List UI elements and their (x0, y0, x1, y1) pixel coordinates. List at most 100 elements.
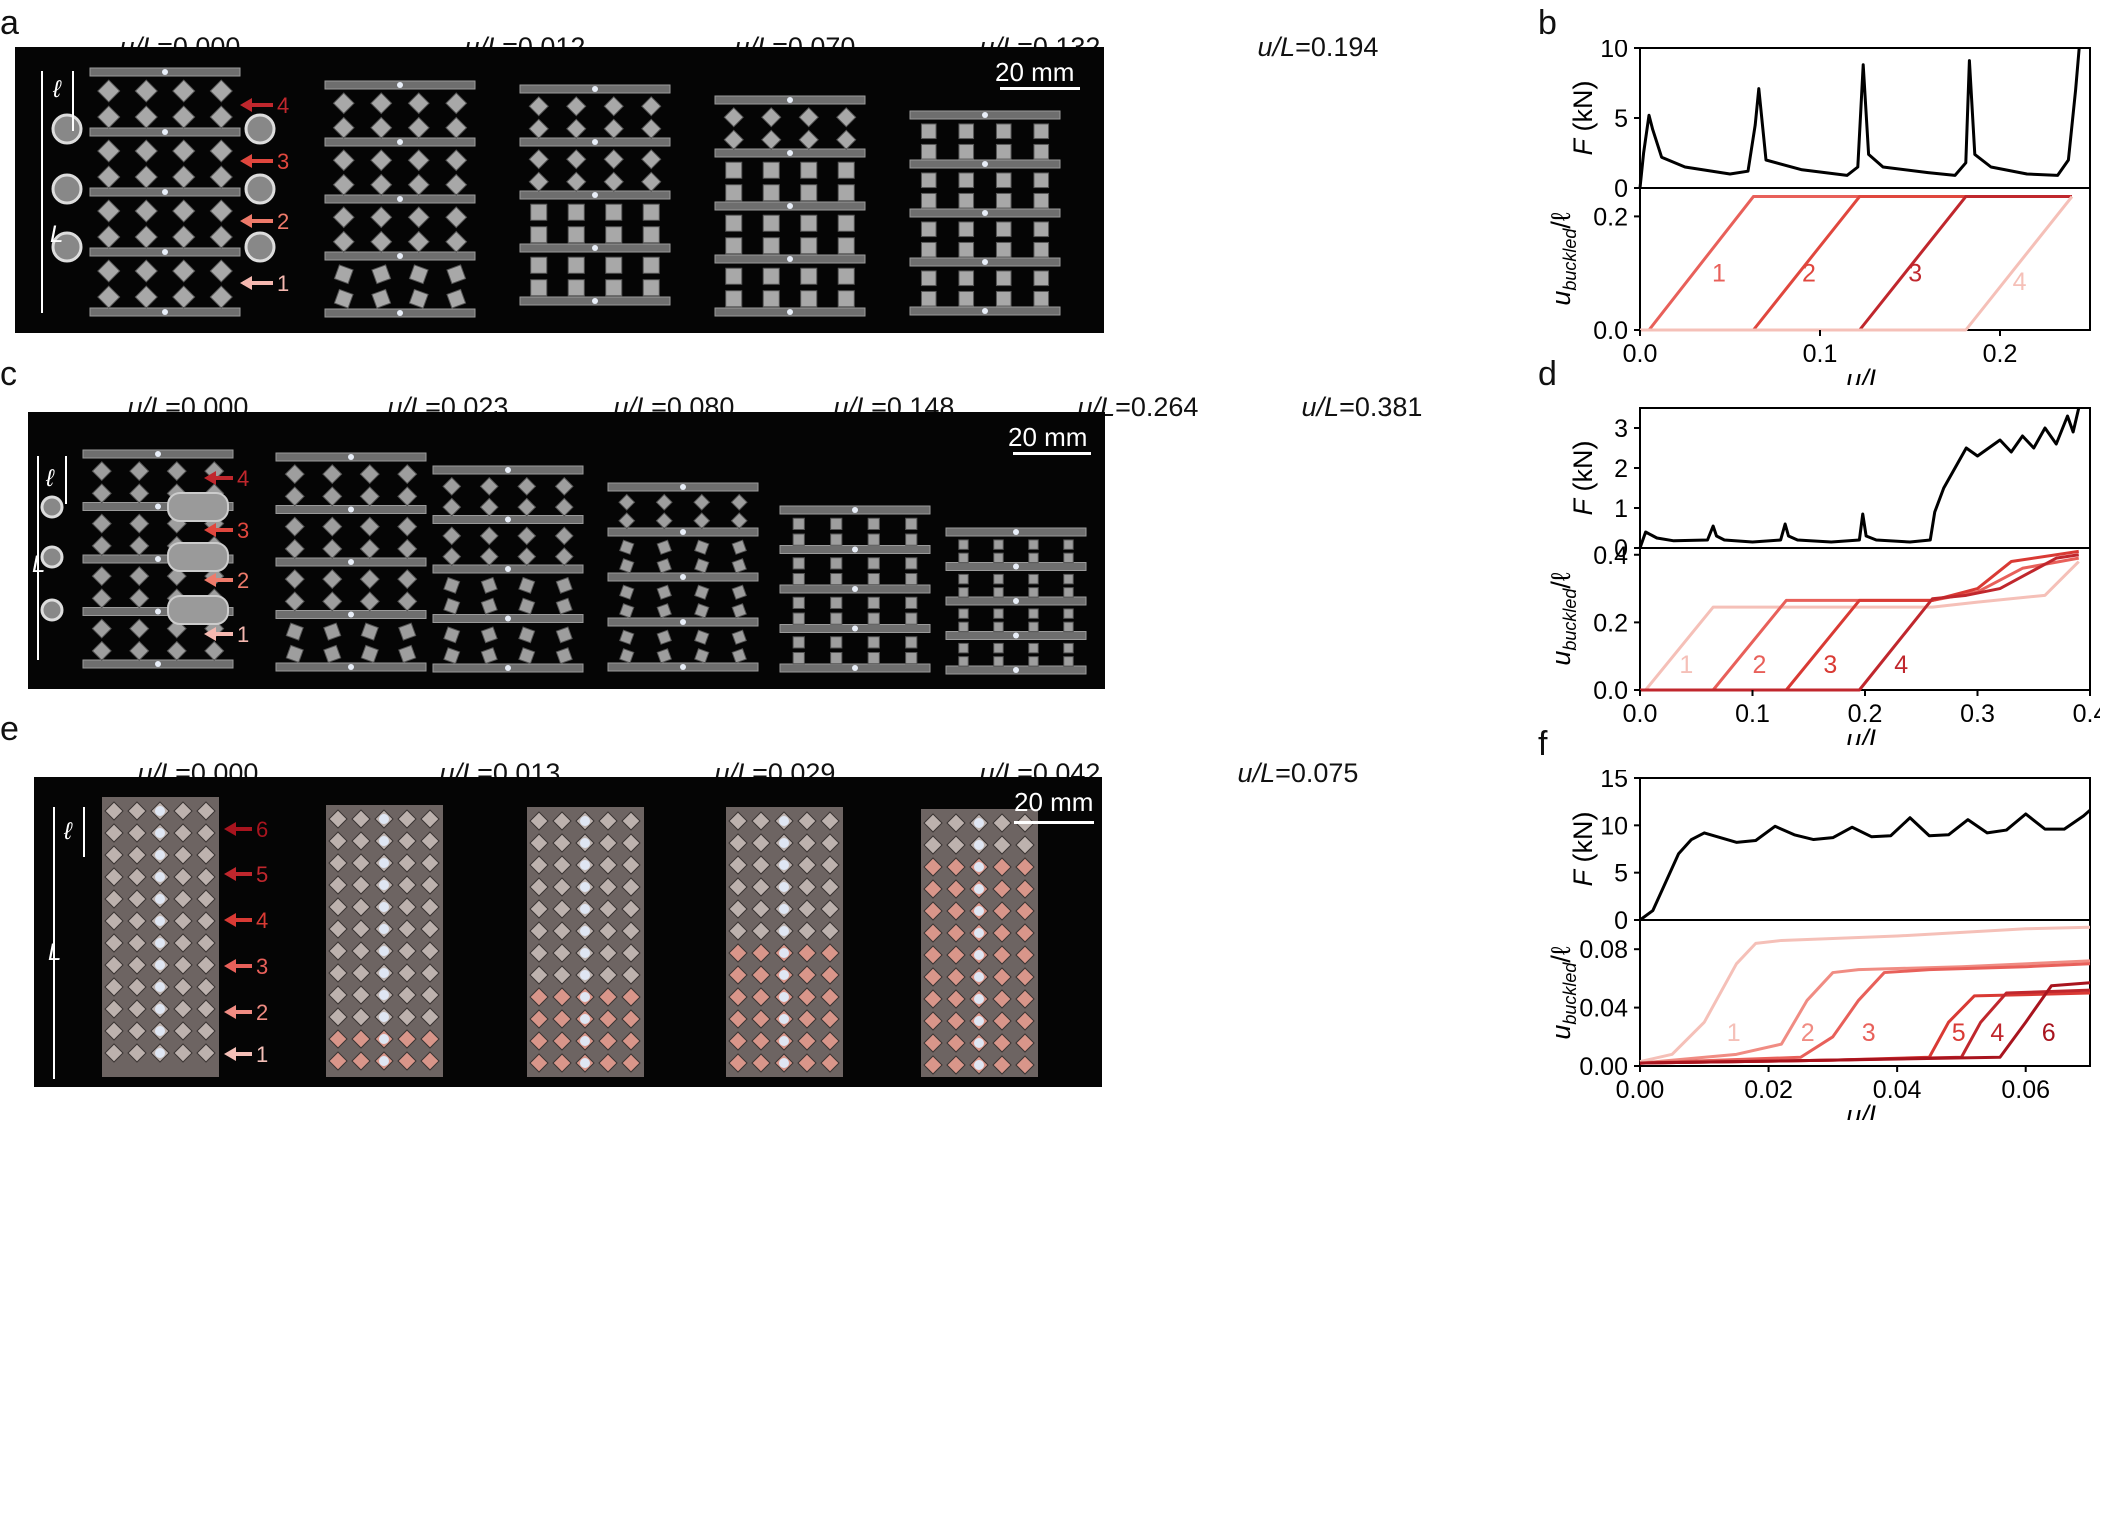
y-tick-label: 0.4 (1593, 542, 1628, 570)
collapsed-cell (605, 203, 623, 221)
state-label-prefix: u/L (1301, 392, 1340, 422)
unit-cell (172, 139, 196, 163)
unit-cell (322, 516, 343, 537)
lattice-cell (621, 1053, 641, 1073)
marker-dot (1013, 598, 1019, 604)
collapsed-cell (1033, 143, 1050, 160)
marker-dot (974, 928, 984, 938)
collapsed-cell (1063, 573, 1074, 585)
collapsed-cell (958, 552, 969, 564)
lattice-cell (1015, 835, 1035, 855)
marker-dot (155, 938, 165, 948)
lattice-cell (797, 1031, 817, 1051)
marker-dot (779, 948, 789, 958)
lattice-cell (820, 811, 840, 831)
unit-cell (407, 173, 430, 196)
x-tick-label: 0.00 (1616, 1076, 1665, 1104)
collapsed-cell (995, 192, 1012, 209)
marker-dot (779, 970, 789, 980)
unit-cell (166, 461, 187, 482)
unit-cell (723, 129, 744, 150)
marker-dot (580, 1014, 590, 1024)
marker-dot (155, 1026, 165, 1036)
clamp-right (244, 231, 276, 263)
lattice-cell (797, 943, 817, 963)
lattice-cell (820, 943, 840, 963)
collapsed-cell (1033, 290, 1050, 307)
collapsed-cell (837, 267, 855, 285)
unit-cell (407, 92, 430, 115)
unit-cell (518, 626, 536, 644)
unit-cell (332, 92, 355, 115)
unit-cell (172, 79, 196, 103)
marker-dot (982, 210, 988, 216)
lattice-cell (598, 987, 618, 1007)
lattice-cell (992, 1033, 1012, 1053)
lattice-cell (328, 853, 348, 873)
unit-cell (333, 288, 354, 309)
lattice-cell (552, 1053, 572, 1073)
marker-dot (1013, 667, 1019, 673)
unit-cell (442, 497, 462, 517)
state-label-value: =0.075 (1275, 758, 1359, 788)
unit-cell (554, 497, 574, 517)
lattice-cell (946, 1055, 966, 1075)
unit-cell (134, 225, 158, 249)
unit-cell (656, 648, 672, 664)
unit-cell (371, 264, 392, 285)
lattice-cell (751, 1009, 771, 1029)
collapsed-cell (995, 290, 1012, 307)
marker-dot (155, 982, 165, 992)
layer-label: 4 (256, 908, 268, 933)
collapsed-cell (792, 652, 805, 665)
lattice-cell (397, 1007, 417, 1027)
marker-dot (974, 1060, 984, 1070)
lattice-cell (1015, 923, 1035, 943)
series-label: 4 (1990, 1019, 2004, 1047)
dim-label-L: L (50, 221, 63, 248)
marker-dot (155, 608, 161, 615)
lattice-cell (923, 857, 943, 877)
collapsed-cell (1063, 621, 1074, 633)
lattice-cell (552, 1009, 572, 1029)
cylinder-sample (726, 807, 843, 1077)
lattice-cell (328, 1029, 348, 1049)
lattice-cell (728, 1031, 748, 1051)
collapsed-cell (995, 221, 1012, 238)
unit-cell (134, 259, 158, 283)
lattice-cell (751, 1031, 771, 1051)
unit-cell (204, 640, 225, 661)
collapsed-cell (993, 573, 1004, 585)
clamp-right (244, 113, 276, 145)
collapsed-cell (1033, 241, 1050, 258)
marker-dot (379, 968, 389, 978)
collapsed-cell (830, 557, 843, 570)
lattice-cell (946, 945, 966, 965)
unit-cell (332, 206, 355, 229)
lattice-cell (598, 855, 618, 875)
unit-cell (554, 526, 574, 546)
lattice-cell (397, 897, 417, 917)
lattice-cell (1015, 1011, 1035, 1031)
lattice-cell (923, 813, 943, 833)
collapsed-cell (993, 587, 1004, 598)
unit-cell (209, 225, 233, 249)
arrow-head (204, 471, 216, 485)
lattice-cell (946, 989, 966, 1009)
collapsed-cell (995, 270, 1012, 287)
lattice-cell (529, 877, 549, 897)
collapsed-cell (1028, 539, 1039, 550)
marker-dot (155, 503, 161, 510)
collapsed-cell (995, 172, 1012, 189)
y-tick-label: 0.0 (1593, 317, 1628, 345)
lattice-cell (728, 1053, 748, 1073)
x-tick-label: 0.02 (1744, 1076, 1793, 1104)
y-tick-label: 0.08 (1579, 936, 1628, 964)
marker-dot (592, 192, 598, 198)
unit-cell (129, 566, 150, 587)
lattice-cell (173, 999, 193, 1019)
lattice-cell (751, 833, 771, 853)
lattice-cell (728, 899, 748, 919)
